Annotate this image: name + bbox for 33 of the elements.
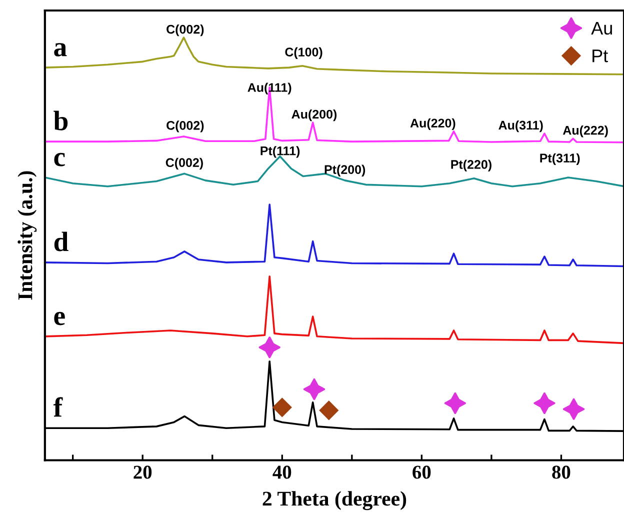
annotation: Pt(200) xyxy=(324,164,366,176)
annotation: Pt(220) xyxy=(451,160,492,172)
series-label: c xyxy=(54,152,65,166)
x-tick-label: 80 xyxy=(552,466,570,479)
x-tick-label: 20 xyxy=(134,466,152,479)
annotation: Pt(311) xyxy=(540,153,580,165)
annotation: Au(222) xyxy=(562,126,608,138)
annotation: Pt(111) xyxy=(260,146,300,158)
annotation: Au(311) xyxy=(498,120,543,132)
legend-label: Au xyxy=(591,22,612,35)
annotation: C(002) xyxy=(166,158,203,170)
point xyxy=(319,400,338,420)
point xyxy=(533,392,556,414)
annotation: C(002) xyxy=(166,120,204,132)
x-axis-title: 2 Theta (degree) xyxy=(262,491,406,510)
series-label: b xyxy=(54,110,68,130)
y-axis-title: Intensity (a.u.) xyxy=(18,171,37,300)
annotation: C(002) xyxy=(166,24,204,36)
series-label: e xyxy=(54,312,65,326)
point xyxy=(258,336,281,359)
x-tick-label: 40 xyxy=(272,466,292,479)
point xyxy=(562,398,585,420)
point xyxy=(444,392,466,414)
annotation: Au(220) xyxy=(410,118,456,130)
x-tick-label: 60 xyxy=(412,466,431,479)
series-label: d xyxy=(54,232,68,252)
point xyxy=(303,378,326,400)
series-label: a xyxy=(54,43,67,56)
series-label: f xyxy=(53,397,63,417)
legend-label: Pt xyxy=(592,50,608,62)
annotation: Au(200) xyxy=(292,109,337,122)
point xyxy=(272,398,292,417)
annotation: C(100) xyxy=(285,47,322,59)
